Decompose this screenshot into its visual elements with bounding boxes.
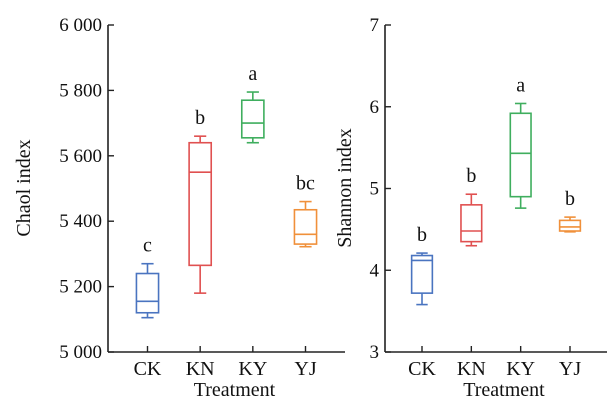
y-tick-label: 6 000	[59, 15, 102, 36]
iqr-box	[509, 112, 532, 198]
y-tick-label: 5	[370, 179, 380, 200]
y-tick-label: 4	[370, 260, 380, 281]
y-tick-label: 5 000	[59, 342, 102, 363]
x-tick-label: KY	[238, 358, 267, 380]
significance-letter: b	[565, 188, 575, 210]
y-tick-label: 5 400	[59, 211, 102, 232]
y-tick-label: 6	[370, 97, 380, 118]
box-CK	[410, 252, 434, 306]
box-YJ	[293, 200, 318, 248]
significance-letter: a	[516, 74, 525, 96]
x-tick-label: CK	[134, 358, 162, 380]
y-tick-label: 3	[370, 342, 380, 363]
y-tick-label: 7	[370, 15, 380, 36]
x-tick-label: KN	[457, 358, 486, 380]
iqr-box	[460, 204, 483, 243]
box-KY	[509, 102, 532, 209]
shannon-panel: 3 4 5 6 7 CK KN KY YJ Treatment Shannon index b b a b	[334, 15, 607, 401]
y-tick-label: 5 800	[59, 80, 102, 101]
box-CK	[135, 262, 160, 319]
significance-letter: b	[466, 165, 476, 187]
x-axis-title: Treatment	[194, 379, 276, 401]
x-tick-label: KY	[506, 358, 535, 380]
iqr-box	[410, 254, 434, 294]
significance-letter: b	[417, 224, 427, 246]
y-axis-title: Shannon index	[334, 128, 356, 247]
y-tick-label: 5 600	[59, 146, 102, 167]
box-KN	[188, 135, 213, 294]
iqr-box	[293, 208, 318, 245]
y-axis-title: Chaol index	[13, 139, 35, 236]
box-KY	[240, 91, 265, 144]
significance-letter: bc	[296, 173, 315, 195]
significance-letter: b	[195, 107, 205, 129]
significance-letter: a	[248, 63, 257, 85]
chaol-panel: 5 000 5 200 5 400 5 600 5 800 6 000 CK KN KY YJ Tr…	[13, 15, 345, 401]
y-tick-label: 5 200	[59, 277, 102, 298]
x-tick-label: YJ	[294, 358, 316, 380]
significance-letter: c	[143, 235, 152, 257]
iqr-box	[188, 141, 213, 267]
iqr-box	[558, 219, 582, 232]
box-KN	[460, 193, 483, 247]
x-tick-label: CK	[408, 358, 436, 380]
x-tick-label: KN	[186, 358, 215, 380]
box-YJ	[558, 216, 582, 233]
iqr-box	[135, 272, 160, 314]
x-tick-label: YJ	[559, 358, 581, 380]
x-axis-title: Treatment	[463, 379, 545, 401]
iqr-box	[240, 99, 265, 139]
